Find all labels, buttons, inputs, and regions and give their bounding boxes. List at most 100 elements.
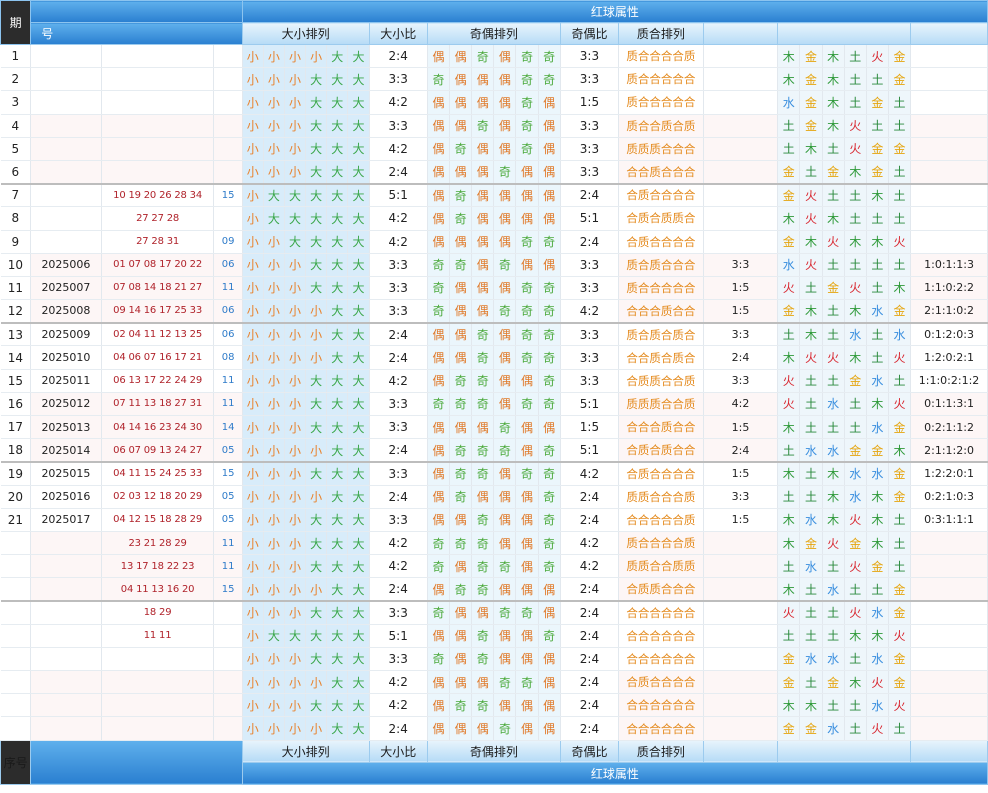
parity-mark: 偶: [493, 276, 517, 301]
element-mark: 土: [822, 415, 845, 440]
size-mark: 大: [347, 438, 370, 463]
parity-mark: 奇: [493, 599, 517, 625]
parity-mark: 偶: [471, 67, 495, 92]
blue-ball-number: [213, 716, 243, 741]
parity-mark: 偶: [515, 508, 539, 532]
prime-composite-order: 质质质合合质: [618, 392, 704, 417]
row-index: [0, 670, 32, 695]
issue-header-top: 期: [0, 0, 32, 45]
red-ball-numbers: 13 17 18 22 23: [101, 554, 215, 579]
table-row: 小小小大大大 4:2 偶奇奇偶偶偶 2:4 合合合合合合木木土土水火: [0, 693, 988, 718]
parity-ratio: 5:1: [560, 438, 620, 463]
size-mark: 小: [305, 716, 328, 741]
parity-mark: 偶: [471, 230, 495, 254]
element-mark: 水: [822, 647, 845, 672]
element-ratio: [910, 554, 988, 579]
element-mark: 水: [866, 299, 889, 324]
size-mark: 小: [263, 531, 285, 556]
size-mark: 小: [263, 44, 285, 69]
element-mark: 木: [799, 137, 823, 161]
prime-composite-ratio: 3:3: [703, 321, 779, 347]
row-index: 20: [0, 485, 32, 509]
parity-mark: 偶: [538, 716, 561, 741]
element-mark: 火: [888, 345, 912, 370]
size-mark: 大: [305, 90, 328, 115]
table-row: 12 2025008 09 14 16 17 25 33 06 小小小小大大 3:3 奇偶偶…: [0, 299, 988, 324]
element-mark: 土: [777, 438, 801, 463]
blue-ball-number: [213, 599, 243, 625]
parity-mark: 奇: [493, 415, 517, 440]
size-mark: 大: [305, 531, 328, 556]
footer-size-ratio: 大小比: [368, 739, 428, 763]
element-mark: 木: [777, 531, 801, 556]
red-ball-numbers: 09 14 16 17 25 33: [101, 299, 215, 324]
parity-mark: 奇: [471, 321, 495, 347]
element-mark: 土: [777, 137, 801, 161]
size-mark: 小: [263, 599, 285, 625]
parity-ratio: 2:4: [560, 670, 620, 695]
size-mark: 大: [326, 485, 349, 509]
blue-ball-number: [213, 624, 243, 648]
row-index: 21: [0, 508, 32, 532]
prime-composite-ratio: [703, 230, 779, 254]
parity-mark: 偶: [493, 67, 517, 92]
size-mark: 小: [242, 415, 264, 440]
blue-ball-number: 05: [213, 508, 243, 532]
table-row: 4 小小小大大大 3:3 偶偶奇偶奇偶 3:3 质合合质合质土金木火土土: [0, 114, 988, 138]
parity-ratio: 3:3: [560, 67, 620, 92]
parity-mark: 偶: [515, 531, 539, 556]
element-mark: 火: [799, 206, 823, 231]
issue-number: 2025017: [30, 508, 102, 532]
size-mark: 小: [242, 253, 264, 277]
element-mark: 土: [844, 415, 867, 440]
size-mark: 小: [284, 460, 307, 486]
prime-composite-order: 合质质合合质: [618, 369, 704, 393]
size-mark: 大: [305, 206, 328, 231]
parity-mark: 偶: [471, 182, 495, 208]
size-mark: 小: [242, 369, 264, 393]
parity-mark: 奇: [493, 160, 517, 185]
table-row: 9 27 28 31 09 小小大大大大 4:2 偶偶偶偶奇奇 2:4 合质合合合合金木火木木…: [0, 230, 988, 254]
element-mark: 火: [777, 599, 801, 625]
issue-number: [30, 531, 102, 556]
parity-mark: 偶: [515, 369, 539, 393]
size-mark: 大: [347, 276, 370, 301]
prime-composite-order: 质合合合合合: [618, 67, 704, 92]
element-mark: 土: [888, 369, 912, 393]
size-mark: 小: [284, 577, 307, 602]
row-index: 18: [0, 438, 32, 463]
size-mark: 小: [242, 670, 264, 695]
parity-mark: 偶: [471, 253, 495, 277]
size-mark: 小: [263, 554, 285, 579]
row-index: 5: [0, 137, 32, 161]
parity-mark: 偶: [471, 90, 495, 115]
parity-ratio: 2:4: [560, 624, 620, 648]
size-mark: 小: [242, 624, 264, 648]
red-ball-numbers: [101, 90, 215, 115]
parity-mark: 偶: [493, 693, 517, 718]
element-mark: 土: [866, 253, 889, 277]
element-ratio: [910, 90, 988, 115]
red-ball-numbers: [101, 647, 215, 672]
element-mark: 木: [777, 206, 801, 231]
parity-mark: 奇: [471, 114, 495, 138]
element-mark: 水: [777, 253, 801, 277]
element-mark: 土: [822, 182, 845, 208]
parity-mark: 偶: [449, 114, 473, 138]
element-mark: 金: [799, 90, 823, 115]
size-mark: 大: [305, 137, 328, 161]
parity-mark: 偶: [493, 44, 517, 69]
parity-mark: 偶: [427, 230, 451, 254]
size-mark: 小: [242, 554, 264, 579]
element-mark: 土: [866, 276, 889, 301]
parity-mark: 偶: [515, 485, 539, 509]
issue-number: 2025016: [30, 485, 102, 509]
issue-number: [30, 554, 102, 579]
element-ratio: [910, 114, 988, 138]
parity-mark: 偶: [493, 460, 517, 486]
row-index: 4: [0, 114, 32, 138]
parity-ratio: 2:4: [560, 693, 620, 718]
row-index: 19: [0, 460, 32, 486]
col-header-blank-c: [910, 22, 988, 45]
size-mark: 小: [263, 253, 285, 277]
